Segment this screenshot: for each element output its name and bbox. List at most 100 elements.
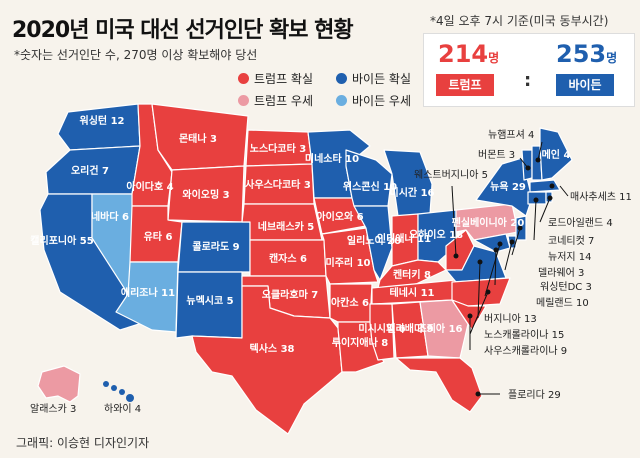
label-oh: 오하이오 18 (409, 228, 463, 241)
label-hi: 하와이 4 (104, 402, 141, 415)
state-hi-1[interactable] (103, 381, 109, 387)
legend: 트럼프 확실 바이든 확실 트럼프 우세 바이든 우세 (238, 66, 428, 110)
marker-dc (493, 247, 499, 253)
marker-ct (533, 197, 539, 203)
label-ak: 알래스카 3 (30, 403, 76, 415)
marker-wv (453, 253, 459, 259)
leader-md (484, 243, 501, 297)
state-ga[interactable] (419, 299, 469, 359)
leader-de (504, 241, 513, 271)
label-ky: 켄터키 8 (393, 268, 431, 281)
label-ar: 아칸소 6 (331, 296, 369, 309)
label-ma: 매사추세츠 11 (570, 191, 632, 203)
label-nv: 네바다 6 (91, 210, 129, 223)
leader-nc (469, 291, 489, 335)
score-colon: : (524, 70, 532, 91)
label-ia: 아이오와 6 (316, 210, 363, 223)
label-nd: 노스다코타 3 (250, 142, 306, 155)
leader-nh (537, 141, 543, 161)
label-ny: 뉴욕 29 (490, 181, 526, 193)
label-id: 아이다호 4 (126, 180, 173, 193)
label-co: 콜로라도 9 (192, 240, 239, 253)
label-fl: 플로리다 29 (508, 389, 561, 401)
label-mo: 미주리 10 (326, 256, 371, 269)
timestamp-note: *4일 오후 7시 기준(미국 동부시간) (430, 14, 609, 28)
label-ok: 오클라호마 7 (262, 288, 318, 301)
label-ct: 코네티컷 7 (548, 235, 594, 247)
marker-sc (467, 313, 473, 319)
label-mn: 미네소타 10 (305, 152, 359, 165)
state-hi-4[interactable] (126, 394, 134, 402)
trump-badge: 트럼프 (436, 74, 494, 96)
label-me: 메인 4 (542, 148, 571, 161)
state-me[interactable] (539, 127, 573, 181)
leader-ct (533, 199, 537, 241)
score-box: 214명 트럼프 : 253명 바이든 (423, 33, 635, 107)
label-or: 오리건 7 (71, 164, 109, 177)
label-ri: 로드아일랜드 4 (548, 217, 613, 229)
legend-trump-win: 트럼프 확실 (238, 70, 313, 87)
state-nc[interactable] (451, 277, 511, 307)
label-mt: 몬태나 3 (179, 132, 217, 145)
label-wi: 위스콘신 10 (343, 180, 397, 193)
label-pa: 펜실베이니아 20 (452, 216, 525, 229)
state-vt[interactable] (521, 149, 533, 181)
label-nc: 노스캐롤라이나 15 (484, 329, 564, 341)
state-ak[interactable] (37, 365, 81, 403)
marker-nj (517, 225, 523, 231)
leader-ri (539, 197, 551, 223)
marker-md (497, 241, 503, 247)
label-ks: 캔자스 6 (269, 252, 307, 265)
leader-dc (494, 249, 497, 286)
state-az[interactable] (115, 261, 179, 333)
legend-biden-lean: 바이든 우세 (336, 92, 411, 109)
marker-nh (535, 157, 541, 163)
marker-ma (549, 183, 555, 189)
label-in: 인디애나 11 (377, 232, 431, 245)
label-wv: 웨스트버지니아 5 (414, 169, 488, 181)
state-wa[interactable] (57, 103, 141, 151)
label-il: 일리노이 20 (347, 234, 401, 247)
label-sc: 사우스캐롤라이나 9 (484, 345, 567, 357)
label-md: 메릴랜드 10 (536, 296, 589, 309)
label-wy: 와이오밍 3 (182, 188, 229, 201)
label-ga: 조지아 16 (418, 322, 463, 335)
label-nj: 뉴저지 14 (548, 251, 592, 263)
label-wa: 워싱턴 12 (80, 114, 125, 127)
label-ca: 캘리포니아 55 (30, 234, 93, 247)
label-mi: 미시간 16 (390, 186, 435, 199)
marker-ri (547, 195, 553, 201)
marker-fl (475, 391, 481, 397)
label-nm: 뉴멕시코 5 (186, 294, 233, 307)
trump-count: 214명 (438, 40, 500, 68)
marker-va (477, 259, 483, 265)
state-hi-2[interactable] (111, 385, 117, 391)
marker-nc (485, 289, 491, 295)
subtitle: *숫자는 선거인단 수, 270명 이상 확보해야 당선 (14, 48, 258, 62)
state-hi-3[interactable] (119, 389, 125, 395)
page-title: 2020년 미국 대선 선거인단 확보 현황 (12, 18, 354, 43)
state-tx[interactable] (191, 285, 343, 435)
legend-dot-biden-lean (336, 95, 347, 106)
label-de: 델라웨어 3 (538, 267, 584, 279)
legend-dot-biden-win (336, 73, 347, 84)
label-ne: 네브래스카 5 (258, 220, 314, 233)
marker-vt (525, 165, 531, 171)
legend-dot-trump-lean (238, 95, 249, 106)
label-va: 버지니아 13 (484, 313, 537, 325)
marker-de (509, 239, 515, 245)
label-az: 애리조나 11 (121, 286, 175, 299)
label-tn: 테네시 11 (390, 286, 435, 299)
biden-count: 253명 (556, 40, 618, 68)
label-nh: 뉴햄프셔 4 (488, 128, 534, 141)
legend-dot-trump-win (238, 73, 249, 84)
label-vt: 버몬트 3 (478, 149, 515, 161)
state-fl[interactable] (395, 357, 483, 413)
label-la: 루이지애나 8 (332, 336, 388, 349)
label-al: 앨라배마 9 (386, 322, 433, 335)
leader-va (477, 261, 481, 319)
state-ma[interactable] (529, 179, 561, 193)
label-ut: 유타 6 (144, 230, 173, 243)
label-tx: 텍사스 38 (250, 342, 295, 355)
credit-line: 그래픽: 이승현 디자인기자 (16, 436, 150, 450)
